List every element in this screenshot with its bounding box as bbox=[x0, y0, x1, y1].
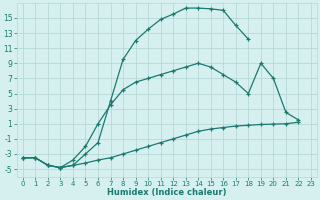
X-axis label: Humidex (Indice chaleur): Humidex (Indice chaleur) bbox=[107, 188, 227, 197]
